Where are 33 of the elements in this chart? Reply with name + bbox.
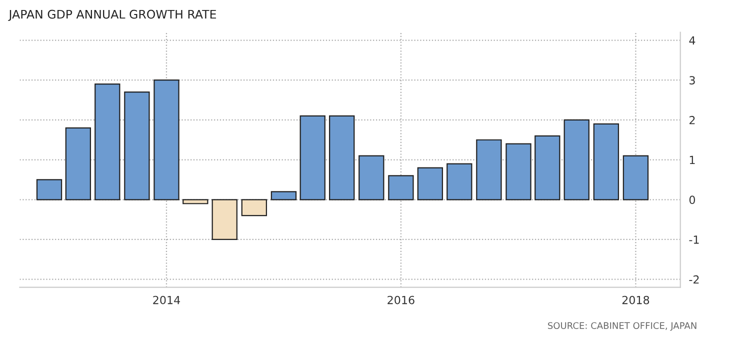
bar <box>241 199 268 216</box>
bar <box>476 139 502 200</box>
y-tick-label: 1 <box>690 156 695 164</box>
bar <box>94 84 120 200</box>
bar <box>212 199 238 240</box>
bar <box>564 119 590 200</box>
bar <box>358 155 384 200</box>
y-tick-label: 0 <box>689 196 696 204</box>
bar <box>329 115 355 200</box>
bar <box>593 123 620 200</box>
bar <box>388 175 414 200</box>
chart-title: JAPAN GDP ANNUAL GROWTH RATE <box>8 10 216 21</box>
bar <box>124 92 150 200</box>
y-tick-label: -1 <box>689 236 699 244</box>
y-tick-label: -2 <box>689 275 699 284</box>
bar <box>534 135 560 200</box>
y-tick-label: 4 <box>689 36 696 44</box>
x-tick-label: 2014 <box>153 296 180 304</box>
bar <box>417 167 444 200</box>
bar <box>182 199 208 204</box>
source-note: SOURCE: CABINET OFFICE, JAPAN <box>548 322 696 331</box>
y-tick-label: 3 <box>690 76 695 84</box>
x-tick-label: 2018 <box>622 296 650 304</box>
y-tick-label: 2 <box>690 116 695 124</box>
bar <box>36 179 62 200</box>
bar <box>506 143 532 200</box>
x-tick-label: 2016 <box>388 296 414 304</box>
bar <box>300 115 326 200</box>
bar <box>65 127 92 200</box>
bar <box>622 155 649 200</box>
bar <box>270 191 297 200</box>
bar <box>154 80 180 200</box>
bar <box>446 163 472 200</box>
